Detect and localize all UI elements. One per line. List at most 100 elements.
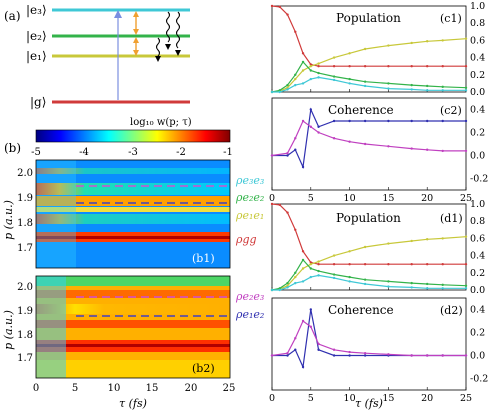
plot-d2: 0.4 0.2 0.0 -0.2 0 5 10 15 20 25: [269, 297, 488, 404]
plot-d1: 0.0 0.2 0.4 0.6 0.8 1.0: [270, 199, 485, 296]
data-point: [387, 87, 390, 90]
data-point: [294, 281, 297, 285]
panel-label-c2: (c2): [440, 104, 462, 117]
data-point: [294, 30, 297, 33]
data-point: [301, 267, 305, 270]
data-point: [332, 348, 336, 351]
ytick-label: 1.0: [470, 1, 485, 12]
data-point: [294, 83, 297, 87]
data-point: [410, 119, 413, 123]
panel-label-d1: (d1): [440, 212, 463, 225]
legend-b2: ρe₂e₃ ρe₁e₂: [235, 290, 264, 321]
data-point: [294, 348, 297, 351]
data-point: [332, 137, 336, 140]
data-point: [270, 354, 274, 357]
heatmap-band: [36, 290, 230, 298]
heatmap-panels: (b) log₁₀ w(p; τ) -5 -4 -3 -2 -1 (b1): [2, 117, 264, 410]
panel-label-b: (b): [4, 141, 21, 155]
data-point: [387, 145, 390, 148]
data-point: [294, 271, 297, 274]
heatmap-band: [36, 276, 230, 286]
data-point: [410, 41, 413, 45]
data-point: [332, 273, 336, 276]
data-point: [278, 5, 281, 9]
ytick-label: 1.9: [17, 306, 33, 317]
data-point: [441, 263, 444, 266]
data-point: [294, 337, 297, 340]
plot-c2: 0.4 0.2 0.0 -0.2 0 5 10 15 20 25: [269, 97, 488, 204]
data-point: [363, 142, 367, 146]
data-point: [387, 263, 390, 266]
ytick-label: 1.7: [17, 243, 33, 254]
data-point: [278, 89, 281, 92]
panel-label-a: (a): [4, 9, 21, 23]
ytick-label: 1.9: [17, 193, 33, 204]
data-point: [387, 119, 390, 123]
data-point: [309, 308, 312, 311]
ytick-label: 0.2: [470, 328, 485, 339]
data-point: [309, 108, 312, 111]
ytick-label: 0.4: [470, 305, 485, 316]
data-point: [441, 89, 444, 92]
data-point: [363, 80, 367, 83]
data-point: [464, 37, 468, 40]
data-point: [410, 147, 413, 150]
ytick-label: 0.0: [470, 87, 485, 98]
legend-item: ρgg: [235, 233, 257, 246]
title-population-c1: Population: [336, 11, 401, 25]
data-point: [348, 77, 351, 81]
level-e1-label: |e₁⟩: [26, 49, 47, 63]
data-point: [426, 263, 429, 266]
xtick-label: 15: [382, 193, 394, 204]
data-point: [348, 140, 351, 143]
xtick-label: 5: [72, 383, 78, 394]
data-point: [317, 348, 320, 351]
data-point: [309, 267, 312, 270]
data-point: [348, 65, 351, 68]
data-point: [301, 165, 305, 169]
xtick-label: 25: [223, 383, 236, 394]
level-g-label: |g⟩: [30, 95, 46, 109]
heatmap-band: [36, 236, 230, 239]
data-point: [301, 119, 305, 123]
arrowhead-icon: [165, 44, 171, 50]
data-point: [410, 354, 413, 357]
data-point: [464, 284, 468, 287]
xtick-label: 25: [460, 193, 472, 204]
data-point: [294, 137, 297, 140]
title-population-d1: Population: [336, 211, 401, 225]
decay-wave-2: [165, 11, 171, 43]
data-point: [410, 263, 413, 266]
ytick-label: 0.8: [470, 216, 485, 227]
data-point: [441, 65, 444, 68]
plot-frame: [271, 297, 467, 391]
data-point: [278, 90, 281, 94]
data-point: [332, 78, 336, 82]
data-point: [317, 260, 320, 263]
data-point: [387, 65, 390, 68]
data-point: [286, 88, 289, 91]
data-point: [309, 263, 312, 266]
data-point: [332, 254, 336, 257]
data-point: [286, 211, 289, 214]
colorbar-tick: -4: [79, 147, 89, 158]
heatmap-b1: [36, 160, 230, 268]
colorbar-tick: -3: [128, 147, 138, 158]
xtick-label: 0: [33, 383, 39, 394]
panel-label-d2: (d2): [440, 304, 463, 317]
data-point: [317, 131, 320, 134]
data-point: [426, 89, 429, 92]
data-point: [317, 274, 320, 277]
data-point: [464, 89, 468, 92]
data-point: [317, 342, 320, 346]
ytick-label: 1.7: [17, 353, 33, 364]
legend-item: ρe₁e₂: [235, 308, 264, 321]
colorbar-tick: -5: [31, 147, 41, 158]
level-diagram: (a) |e₃⟩ |e₂⟩ |e₁⟩ |g⟩: [4, 3, 190, 109]
panel-label-c1: (c1): [440, 12, 462, 25]
data-point: [464, 235, 468, 238]
heatmap-band: [36, 214, 230, 224]
ytick-label: 0.8: [470, 18, 485, 29]
data-point: [332, 276, 336, 280]
data-point: [348, 250, 351, 253]
